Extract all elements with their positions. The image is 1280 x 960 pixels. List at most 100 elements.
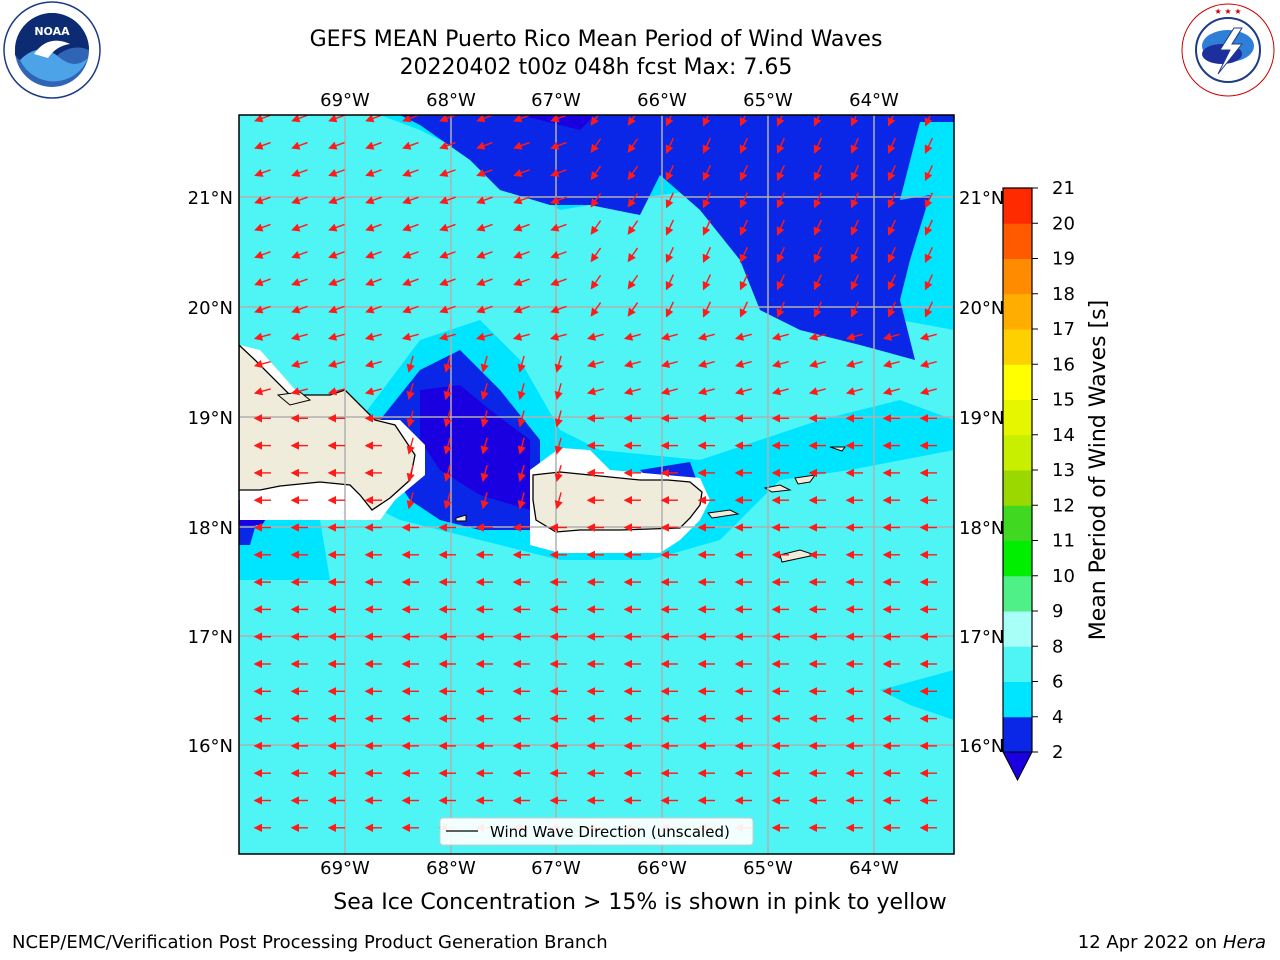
wind-arrow (406, 410, 415, 428)
svg-text:★ ★ ★: ★ ★ ★ (1214, 7, 1241, 16)
wind-arrow (590, 274, 602, 290)
wind-arrow (480, 383, 489, 401)
colorbar-cell (1003, 223, 1032, 259)
wind-arrow (517, 437, 526, 455)
wind-arrow (590, 192, 602, 208)
colorbar-cell (1003, 540, 1032, 577)
wind-arrow (776, 115, 785, 127)
lat-label-right: 20°N (959, 298, 1004, 319)
wind-arrow (513, 223, 530, 232)
wind-arrow (402, 196, 419, 205)
wind-arrow (512, 332, 530, 341)
colorbar-cell (1003, 716, 1032, 753)
colorbar-cell (1003, 293, 1032, 330)
wind-arrow (365, 115, 382, 123)
wind-arrow (406, 383, 415, 401)
vieques-island (707, 509, 740, 519)
wind-arrow (254, 305, 271, 314)
lon-label-bottom: 67°W (531, 858, 581, 879)
wind-arrow (627, 247, 639, 263)
colorbar-cell (1003, 364, 1032, 400)
wind-arrow (850, 165, 860, 182)
sea-ice-caption: Sea Ice Concentration > 15% is shown in … (333, 890, 947, 915)
wind-arrow (739, 246, 749, 264)
wind-arrow (517, 355, 526, 373)
map-subtitle: 20220402 t00z 048h fcst Max: 7.65 (399, 55, 793, 80)
legend-label: Wind Wave Direction (unscaled) (490, 823, 730, 841)
wind-arrow (402, 278, 419, 287)
wind-arrow (480, 437, 489, 455)
wind-arrow (776, 165, 786, 182)
colorbar-tick-label: 21 (1052, 178, 1075, 199)
wind-arrow (439, 196, 456, 205)
wind-arrow (291, 250, 308, 259)
wind-arrow (739, 219, 749, 236)
wind-arrow (919, 387, 937, 396)
wind-arrow (254, 196, 271, 205)
colorbar-cell (1003, 611, 1032, 647)
wind-arrow (813, 301, 823, 318)
wind-arrow (364, 332, 382, 341)
wind-arrow (254, 168, 271, 177)
wind-arrow (887, 137, 897, 154)
wind-arrow (919, 332, 937, 341)
wind-arrow (550, 223, 567, 232)
wind-arrow (328, 196, 345, 205)
wind-arrow (660, 332, 678, 341)
wind-arrow (660, 387, 678, 396)
wind-arrow (924, 137, 934, 154)
wind-arrow (365, 305, 382, 314)
colorbar-cell (1003, 258, 1032, 295)
wind-arrow (476, 141, 493, 150)
lon-labels-top: 69°W 68°W 67°W 66°W 65°W 64°W (320, 90, 899, 111)
wind-arrow (513, 168, 530, 177)
wind-arrow (887, 115, 896, 127)
colorbar-cell (1003, 434, 1032, 471)
wind-arrow (443, 383, 452, 401)
wind-arrow (364, 387, 382, 396)
wind-arrow (365, 168, 382, 177)
wind-arrow (702, 246, 712, 264)
wind-arrow (845, 387, 863, 396)
wind-arrow (924, 192, 934, 209)
colorbar-tick-label: 20 (1052, 213, 1075, 234)
wind-arrow (439, 168, 456, 177)
wind-arrow (513, 141, 530, 150)
wind-arrow (590, 302, 602, 317)
lon-label-top: 69°W (320, 90, 370, 111)
wind-arrow (480, 355, 489, 373)
map-plot-area (239, 115, 954, 854)
wind-arrow (406, 492, 415, 510)
wind-arrow (328, 141, 345, 150)
lat-label-right: 19°N (959, 408, 1004, 429)
wind-arrow (402, 250, 419, 259)
lon-label-bottom: 69°W (320, 858, 370, 879)
wind-arrow (808, 387, 826, 396)
colorbar-tick-label: 19 (1052, 249, 1075, 270)
wind-arrow (517, 410, 526, 428)
wind-arrow (475, 332, 493, 341)
footer-date-text: 12 Apr 2022 on (1077, 932, 1223, 953)
wind-arrow (517, 464, 526, 482)
wind-arrow (924, 246, 934, 264)
wind-arrow (439, 141, 456, 150)
colorbar-cells (1002, 187, 1033, 782)
wind-arrow (665, 274, 675, 291)
virgin-islands (763, 484, 792, 493)
lon-label-bottom: 65°W (743, 858, 793, 879)
lat-label-right: 16°N (959, 736, 1004, 757)
wind-arrow (813, 274, 823, 291)
colorbar-tick-label: 14 (1052, 425, 1075, 446)
wind-arrow (291, 196, 308, 205)
colorbar-extend-triangle (1002, 751, 1033, 782)
colorbar-tick-label: 4 (1052, 707, 1063, 728)
colorbar-cell (1003, 470, 1032, 506)
wind-arrow (254, 115, 271, 123)
contour-4-6-west (239, 520, 330, 580)
wind-arrow (882, 359, 900, 369)
wind-arrow (402, 141, 419, 150)
noaa-logo-text: NOAA (34, 25, 70, 38)
wind-arrow (776, 192, 786, 209)
wind-arrow (702, 301, 712, 318)
wind-arrow (439, 250, 456, 259)
